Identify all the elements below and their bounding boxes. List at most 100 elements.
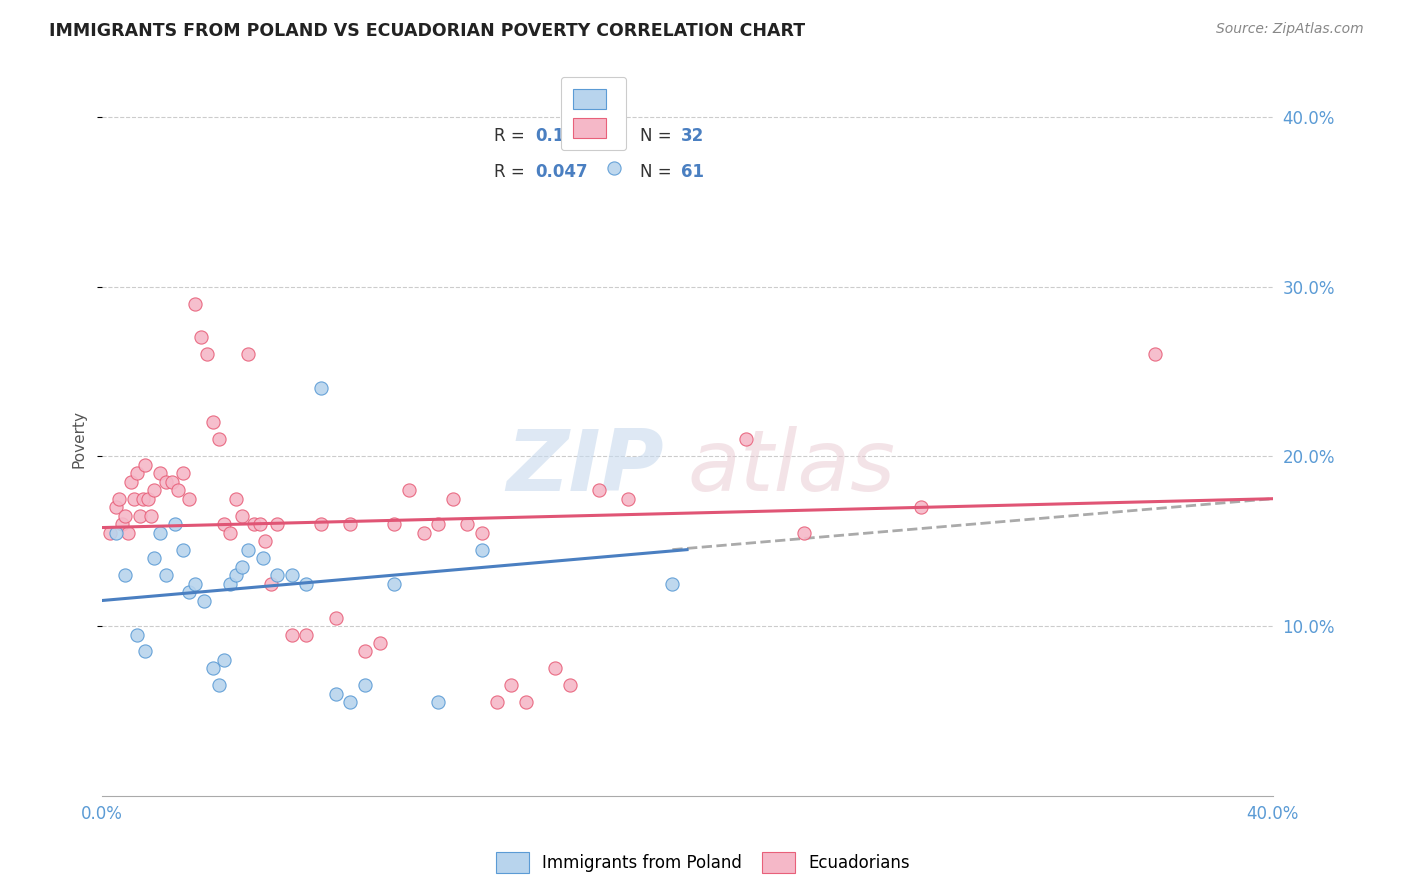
Point bbox=[184, 296, 207, 310]
Point bbox=[173, 542, 195, 557]
Point bbox=[219, 525, 242, 540]
Point bbox=[149, 525, 172, 540]
Point bbox=[207, 432, 229, 446]
Point bbox=[125, 467, 148, 481]
Point bbox=[354, 678, 377, 692]
Point bbox=[149, 467, 172, 481]
Point bbox=[793, 525, 815, 540]
Point bbox=[236, 347, 259, 361]
Point bbox=[201, 415, 224, 429]
Point bbox=[501, 678, 523, 692]
Point bbox=[219, 576, 242, 591]
Point bbox=[163, 517, 186, 532]
Point bbox=[201, 661, 224, 675]
Point bbox=[661, 576, 683, 591]
Point bbox=[117, 525, 139, 540]
Text: N =: N = bbox=[640, 128, 672, 145]
Point bbox=[214, 653, 236, 667]
Point bbox=[339, 695, 361, 709]
Point bbox=[588, 483, 610, 498]
Point bbox=[138, 491, 160, 506]
Point bbox=[1144, 347, 1167, 361]
Text: R =: R = bbox=[494, 163, 524, 181]
Point bbox=[412, 525, 434, 540]
Point bbox=[236, 542, 259, 557]
Text: IMMIGRANTS FROM POLAND VS ECUADORIAN POVERTY CORRELATION CHART: IMMIGRANTS FROM POLAND VS ECUADORIAN POV… bbox=[49, 22, 806, 40]
Point bbox=[266, 517, 288, 532]
Point bbox=[339, 517, 361, 532]
Point bbox=[114, 568, 136, 582]
Point bbox=[734, 432, 756, 446]
Point bbox=[382, 517, 405, 532]
Point bbox=[254, 534, 277, 549]
Point bbox=[242, 517, 264, 532]
Point bbox=[143, 551, 166, 566]
Point bbox=[173, 467, 195, 481]
Text: atlas: atlas bbox=[688, 426, 896, 509]
Point bbox=[160, 475, 183, 489]
Text: Source: ZipAtlas.com: Source: ZipAtlas.com bbox=[1216, 22, 1364, 37]
Point bbox=[125, 627, 148, 641]
Text: R =: R = bbox=[494, 128, 524, 145]
Point bbox=[441, 491, 464, 506]
Text: ZIP: ZIP bbox=[506, 426, 664, 509]
Point bbox=[266, 568, 288, 582]
Point bbox=[155, 475, 177, 489]
Point bbox=[120, 475, 142, 489]
Point bbox=[214, 517, 236, 532]
Text: 0.149: 0.149 bbox=[534, 128, 588, 145]
Point bbox=[295, 576, 318, 591]
Point bbox=[281, 568, 304, 582]
Point bbox=[134, 458, 156, 472]
Point bbox=[515, 695, 537, 709]
Point bbox=[141, 508, 163, 523]
Point bbox=[105, 500, 128, 515]
Point bbox=[249, 517, 271, 532]
Point bbox=[114, 508, 136, 523]
Point bbox=[427, 517, 450, 532]
Point bbox=[128, 508, 150, 523]
Point bbox=[231, 508, 253, 523]
Point bbox=[225, 568, 247, 582]
Y-axis label: Poverty: Poverty bbox=[72, 410, 86, 468]
Point bbox=[143, 483, 166, 498]
Point bbox=[179, 491, 201, 506]
Point bbox=[155, 568, 177, 582]
Point bbox=[195, 347, 218, 361]
Point bbox=[225, 491, 247, 506]
Point bbox=[295, 627, 318, 641]
Point bbox=[309, 517, 332, 532]
Point bbox=[231, 559, 253, 574]
Text: N =: N = bbox=[640, 163, 672, 181]
Point bbox=[910, 500, 932, 515]
Point bbox=[309, 381, 332, 395]
Legend: , : , bbox=[561, 77, 626, 150]
Point bbox=[190, 330, 212, 344]
Point bbox=[471, 542, 494, 557]
Point bbox=[354, 644, 377, 658]
Point bbox=[368, 636, 391, 650]
Point bbox=[111, 517, 134, 532]
Point bbox=[325, 687, 347, 701]
Point bbox=[427, 695, 450, 709]
Point bbox=[398, 483, 420, 498]
Legend: Immigrants from Poland, Ecuadorians: Immigrants from Poland, Ecuadorians bbox=[489, 846, 917, 880]
Point bbox=[456, 517, 478, 532]
Point bbox=[179, 585, 201, 599]
Point bbox=[544, 661, 567, 675]
Point bbox=[184, 576, 207, 591]
Point bbox=[471, 525, 494, 540]
Point bbox=[617, 491, 640, 506]
Text: 32: 32 bbox=[681, 128, 704, 145]
Point bbox=[193, 593, 215, 607]
Point bbox=[485, 695, 508, 709]
Text: 0.047: 0.047 bbox=[534, 163, 588, 181]
Point bbox=[558, 678, 581, 692]
Point bbox=[260, 576, 283, 591]
Point bbox=[98, 525, 121, 540]
Point bbox=[122, 491, 145, 506]
Point bbox=[131, 491, 153, 506]
Point bbox=[134, 644, 156, 658]
Text: 61: 61 bbox=[681, 163, 704, 181]
Point bbox=[108, 491, 131, 506]
